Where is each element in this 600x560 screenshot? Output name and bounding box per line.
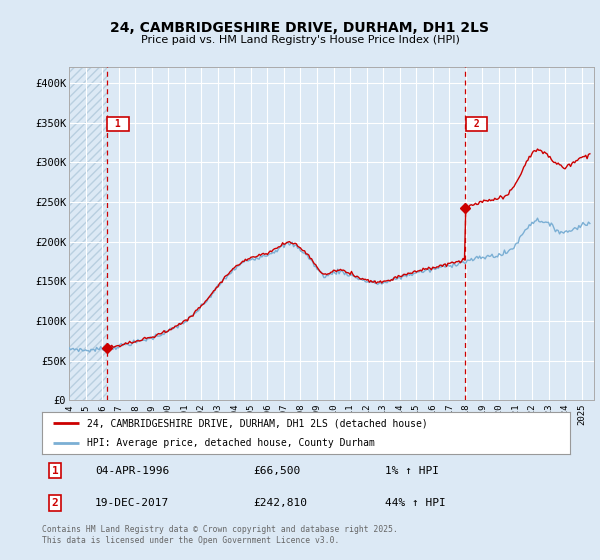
Text: 24, CAMBRIDGESHIRE DRIVE, DURHAM, DH1 2LS (detached house): 24, CAMBRIDGESHIRE DRIVE, DURHAM, DH1 2L…: [87, 418, 428, 428]
Text: 1% ↑ HPI: 1% ↑ HPI: [385, 465, 439, 475]
Text: £242,810: £242,810: [253, 498, 307, 508]
Text: 2: 2: [52, 498, 59, 508]
Text: £66,500: £66,500: [253, 465, 301, 475]
Text: 19-DEC-2017: 19-DEC-2017: [95, 498, 169, 508]
Text: 24, CAMBRIDGESHIRE DRIVE, DURHAM, DH1 2LS: 24, CAMBRIDGESHIRE DRIVE, DURHAM, DH1 2L…: [110, 21, 490, 35]
Text: 44% ↑ HPI: 44% ↑ HPI: [385, 498, 446, 508]
Text: Contains HM Land Registry data © Crown copyright and database right 2025.
This d: Contains HM Land Registry data © Crown c…: [42, 525, 398, 545]
Text: 04-APR-1996: 04-APR-1996: [95, 465, 169, 475]
Text: 1: 1: [109, 119, 127, 129]
Text: 2: 2: [467, 119, 485, 129]
Text: 1: 1: [52, 465, 59, 475]
Text: Price paid vs. HM Land Registry's House Price Index (HPI): Price paid vs. HM Land Registry's House …: [140, 35, 460, 45]
Text: HPI: Average price, detached house, County Durham: HPI: Average price, detached house, Coun…: [87, 438, 375, 448]
